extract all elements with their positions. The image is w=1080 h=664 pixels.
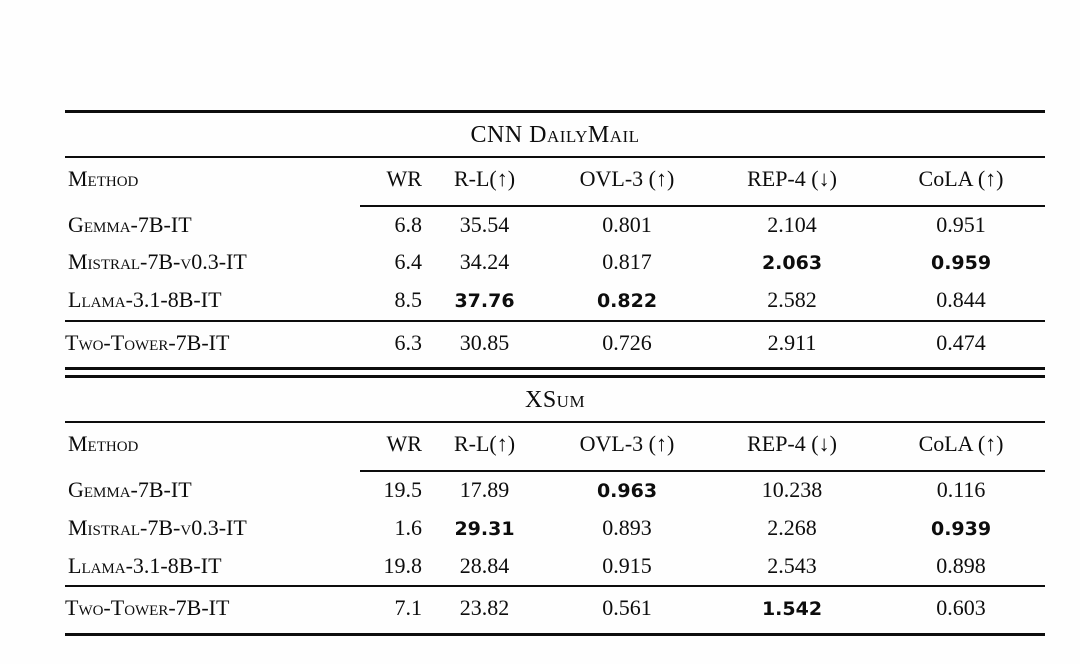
column-header-rep4: REP-4 (↓) [707, 422, 877, 472]
cola-cell: 0.116 [936, 477, 986, 502]
wr-cell: 6.4 [394, 249, 423, 274]
ovl3-cell: 0.726 [547, 320, 707, 367]
ovl3-cell: 0.893 [602, 515, 652, 540]
cola-cell: 0.959 [930, 252, 992, 274]
table-row-two-tower: Two-Tower-7B-IT 6.3 30.85 0.726 2.911 0.… [65, 320, 1046, 367]
rep4-cell: 10.238 [761, 477, 823, 502]
rep4-cell: 2.268 [767, 515, 817, 540]
section-divider-rule [65, 367, 1045, 378]
rouge-l-cell: 37.76 [454, 290, 515, 312]
table-row-mistral: Mistral-7B-v0.3-IT 6.4 34.24 0.817 2.063… [65, 244, 1045, 282]
wr-cell: 6.3 [360, 320, 422, 367]
table-row-llama: Llama-3.1-8B-IT 8.5 37.76 0.822 2.582 0.… [65, 282, 1045, 321]
table-row-gemma: Gemma-7B-IT 6.8 35.54 0.801 2.104 0.951 [65, 206, 1045, 244]
rep4-cell: 2.911 [707, 320, 877, 367]
method-cell: Gemma-7B-IT [68, 212, 192, 237]
table-title-cnn-dailymail: CNN DailyMail [65, 111, 1046, 158]
column-header-ovl3: OVL-3 (↑) [547, 422, 707, 472]
method-cell: Two-Tower-7B-IT [65, 585, 360, 635]
rouge-l-cell: 17.89 [459, 477, 510, 502]
table-title-row: CNN DailyMail [65, 111, 1046, 158]
method-cell: Llama-3.1-8B-IT [68, 553, 222, 578]
ovl3-cell: 0.561 [547, 585, 707, 635]
column-header-method: Method [68, 431, 139, 456]
wr-cell: 1.6 [394, 515, 423, 540]
wr-cell: 7.1 [360, 585, 422, 635]
method-cell: Mistral-7B-v0.3-IT [68, 249, 247, 274]
column-header-rep4: REP-4 (↓) [707, 157, 877, 207]
rouge-l-cell: 35.54 [459, 212, 510, 237]
rouge-l-cell: 34.24 [459, 249, 510, 274]
table-row-gemma: Gemma-7B-IT 19.5 17.89 0.963 10.238 0.11… [65, 471, 1045, 510]
method-cell: Two-Tower-7B-IT [65, 320, 360, 367]
cola-cell: 0.951 [936, 212, 986, 237]
table-row-mistral: Mistral-7B-v0.3-IT 1.6 29.31 0.893 2.268… [65, 510, 1045, 548]
column-header-cola: CoLA (↑) [877, 422, 1046, 472]
column-header-cola: CoLA (↑) [877, 157, 1046, 207]
wr-cell: 19.5 [383, 477, 423, 502]
column-header-wr: WR [360, 157, 422, 207]
rep4-cell: 2.582 [767, 287, 817, 312]
wr-cell: 6.8 [394, 212, 423, 237]
wr-cell: 19.8 [383, 553, 423, 578]
xsum-table: XSum Method WR R-L(↑) OVL-3 (↑) REP-4 (↓… [65, 378, 1046, 636]
rouge-l-cell: 28.84 [459, 553, 510, 578]
rep4-cell: 2.104 [767, 212, 817, 237]
ovl3-cell: 0.915 [602, 553, 652, 578]
table-header-row: Method WR R-L(↑) OVL-3 (↑) REP-4 (↓) CoL… [65, 157, 1046, 207]
method-cell: Gemma-7B-IT [68, 477, 192, 502]
rep4-cell: 2.063 [761, 252, 823, 274]
column-header-method: Method [68, 166, 139, 191]
column-header-ovl3: OVL-3 (↑) [547, 157, 707, 207]
ovl3-cell: 0.801 [602, 212, 652, 237]
cola-cell: 0.898 [936, 553, 986, 578]
cola-cell: 0.474 [877, 320, 1046, 367]
cnn-dailymail-table: CNN DailyMail Method WR R-L(↑) OVL-3 (↑)… [65, 110, 1046, 367]
cola-cell: 0.939 [930, 518, 992, 540]
table-row-two-tower: Two-Tower-7B-IT 7.1 23.82 0.561 1.542 0.… [65, 585, 1046, 635]
rouge-l-cell: 29.31 [454, 518, 515, 540]
table-header-row: Method WR R-L(↑) OVL-3 (↑) REP-4 (↓) CoL… [65, 422, 1046, 472]
wr-cell: 8.5 [394, 287, 423, 312]
cola-cell: 0.844 [936, 287, 986, 312]
cola-cell: 0.603 [877, 585, 1046, 635]
column-header-rouge-l: R-L(↑) [422, 157, 547, 207]
rouge-l-cell: 23.82 [422, 585, 547, 635]
method-cell: Llama-3.1-8B-IT [68, 287, 222, 312]
method-cell: Mistral-7B-v0.3-IT [68, 515, 247, 540]
ovl3-cell: 0.963 [596, 480, 658, 502]
column-header-rouge-l: R-L(↑) [422, 422, 547, 472]
column-header-wr: WR [360, 422, 422, 472]
ovl3-cell: 0.822 [596, 290, 658, 312]
table-title-xsum: XSum [65, 378, 1046, 423]
rouge-l-cell: 30.85 [422, 320, 547, 367]
table-title-row: XSum [65, 378, 1046, 423]
rep4-cell: 2.543 [767, 553, 817, 578]
benchmark-results-figure: CNN DailyMail Method WR R-L(↑) OVL-3 (↑)… [65, 110, 1046, 636]
table-row-llama: Llama-3.1-8B-IT 19.8 28.84 0.915 2.543 0… [65, 548, 1045, 586]
ovl3-cell: 0.817 [602, 249, 652, 274]
rep4-cell: 1.542 [707, 585, 877, 635]
